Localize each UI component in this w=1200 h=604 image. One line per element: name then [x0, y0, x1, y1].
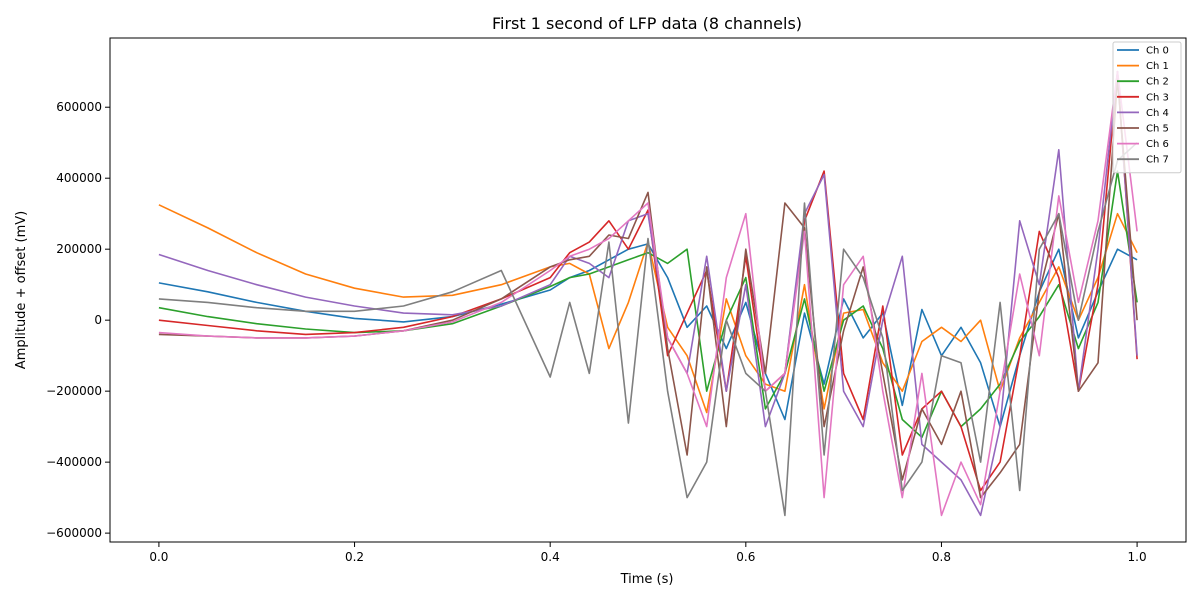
legend-label: Ch 3: [1146, 92, 1169, 103]
legend-label: Ch 7: [1146, 155, 1169, 166]
x-tick-label: 1.0: [1128, 550, 1147, 564]
series-line-ch-4: [158, 70, 1138, 517]
y-tick-label: 400000: [56, 171, 102, 185]
y-tick-label: 600000: [56, 100, 102, 114]
y-axis-label: Amplitude + offset (mV): [14, 211, 29, 369]
x-tick-label: 0.2: [345, 550, 364, 564]
x-axis-label: Time (s): [620, 572, 674, 587]
y-tick-label: 200000: [56, 242, 102, 256]
x-tick-label: 0.6: [736, 550, 755, 564]
y-tick-label: −600000: [46, 526, 102, 540]
legend-label: Ch 5: [1146, 124, 1169, 135]
y-tick-label: −200000: [46, 384, 102, 398]
series-line-ch-7: [158, 142, 1138, 517]
legend-label: Ch 6: [1146, 139, 1169, 150]
x-tick-label: 0.8: [932, 550, 951, 564]
plot-area: [158, 70, 1138, 517]
y-tick-label: 0: [94, 313, 102, 327]
x-axis: 0.0 0.2 0.4 0.6 0.8 1.0: [149, 542, 1147, 564]
series-line-ch-5: [158, 78, 1138, 499]
x-tick-label: 0.0: [149, 550, 168, 564]
x-tick-label: 0.4: [541, 550, 560, 564]
y-tick-label: −400000: [46, 455, 102, 469]
series-line-ch-2: [158, 170, 1138, 439]
legend-label: Ch 1: [1146, 61, 1169, 72]
legend-label: Ch 4: [1146, 108, 1169, 119]
y-axis: −600000 −400000 −200000 0 200000 400000 600000: [46, 100, 110, 540]
chart-title: First 1 second of LFP data (8 channels): [492, 14, 802, 33]
legend-box: [1112, 41, 1182, 174]
legend: Ch 0 Ch 1 Ch 2 Ch 3 Ch 4 Ch 5 Ch 6 Ch 7: [1112, 41, 1182, 174]
legend-label: Ch 0: [1146, 46, 1169, 57]
plot-frame: [109, 37, 1187, 543]
legend-label: Ch 2: [1146, 77, 1169, 88]
